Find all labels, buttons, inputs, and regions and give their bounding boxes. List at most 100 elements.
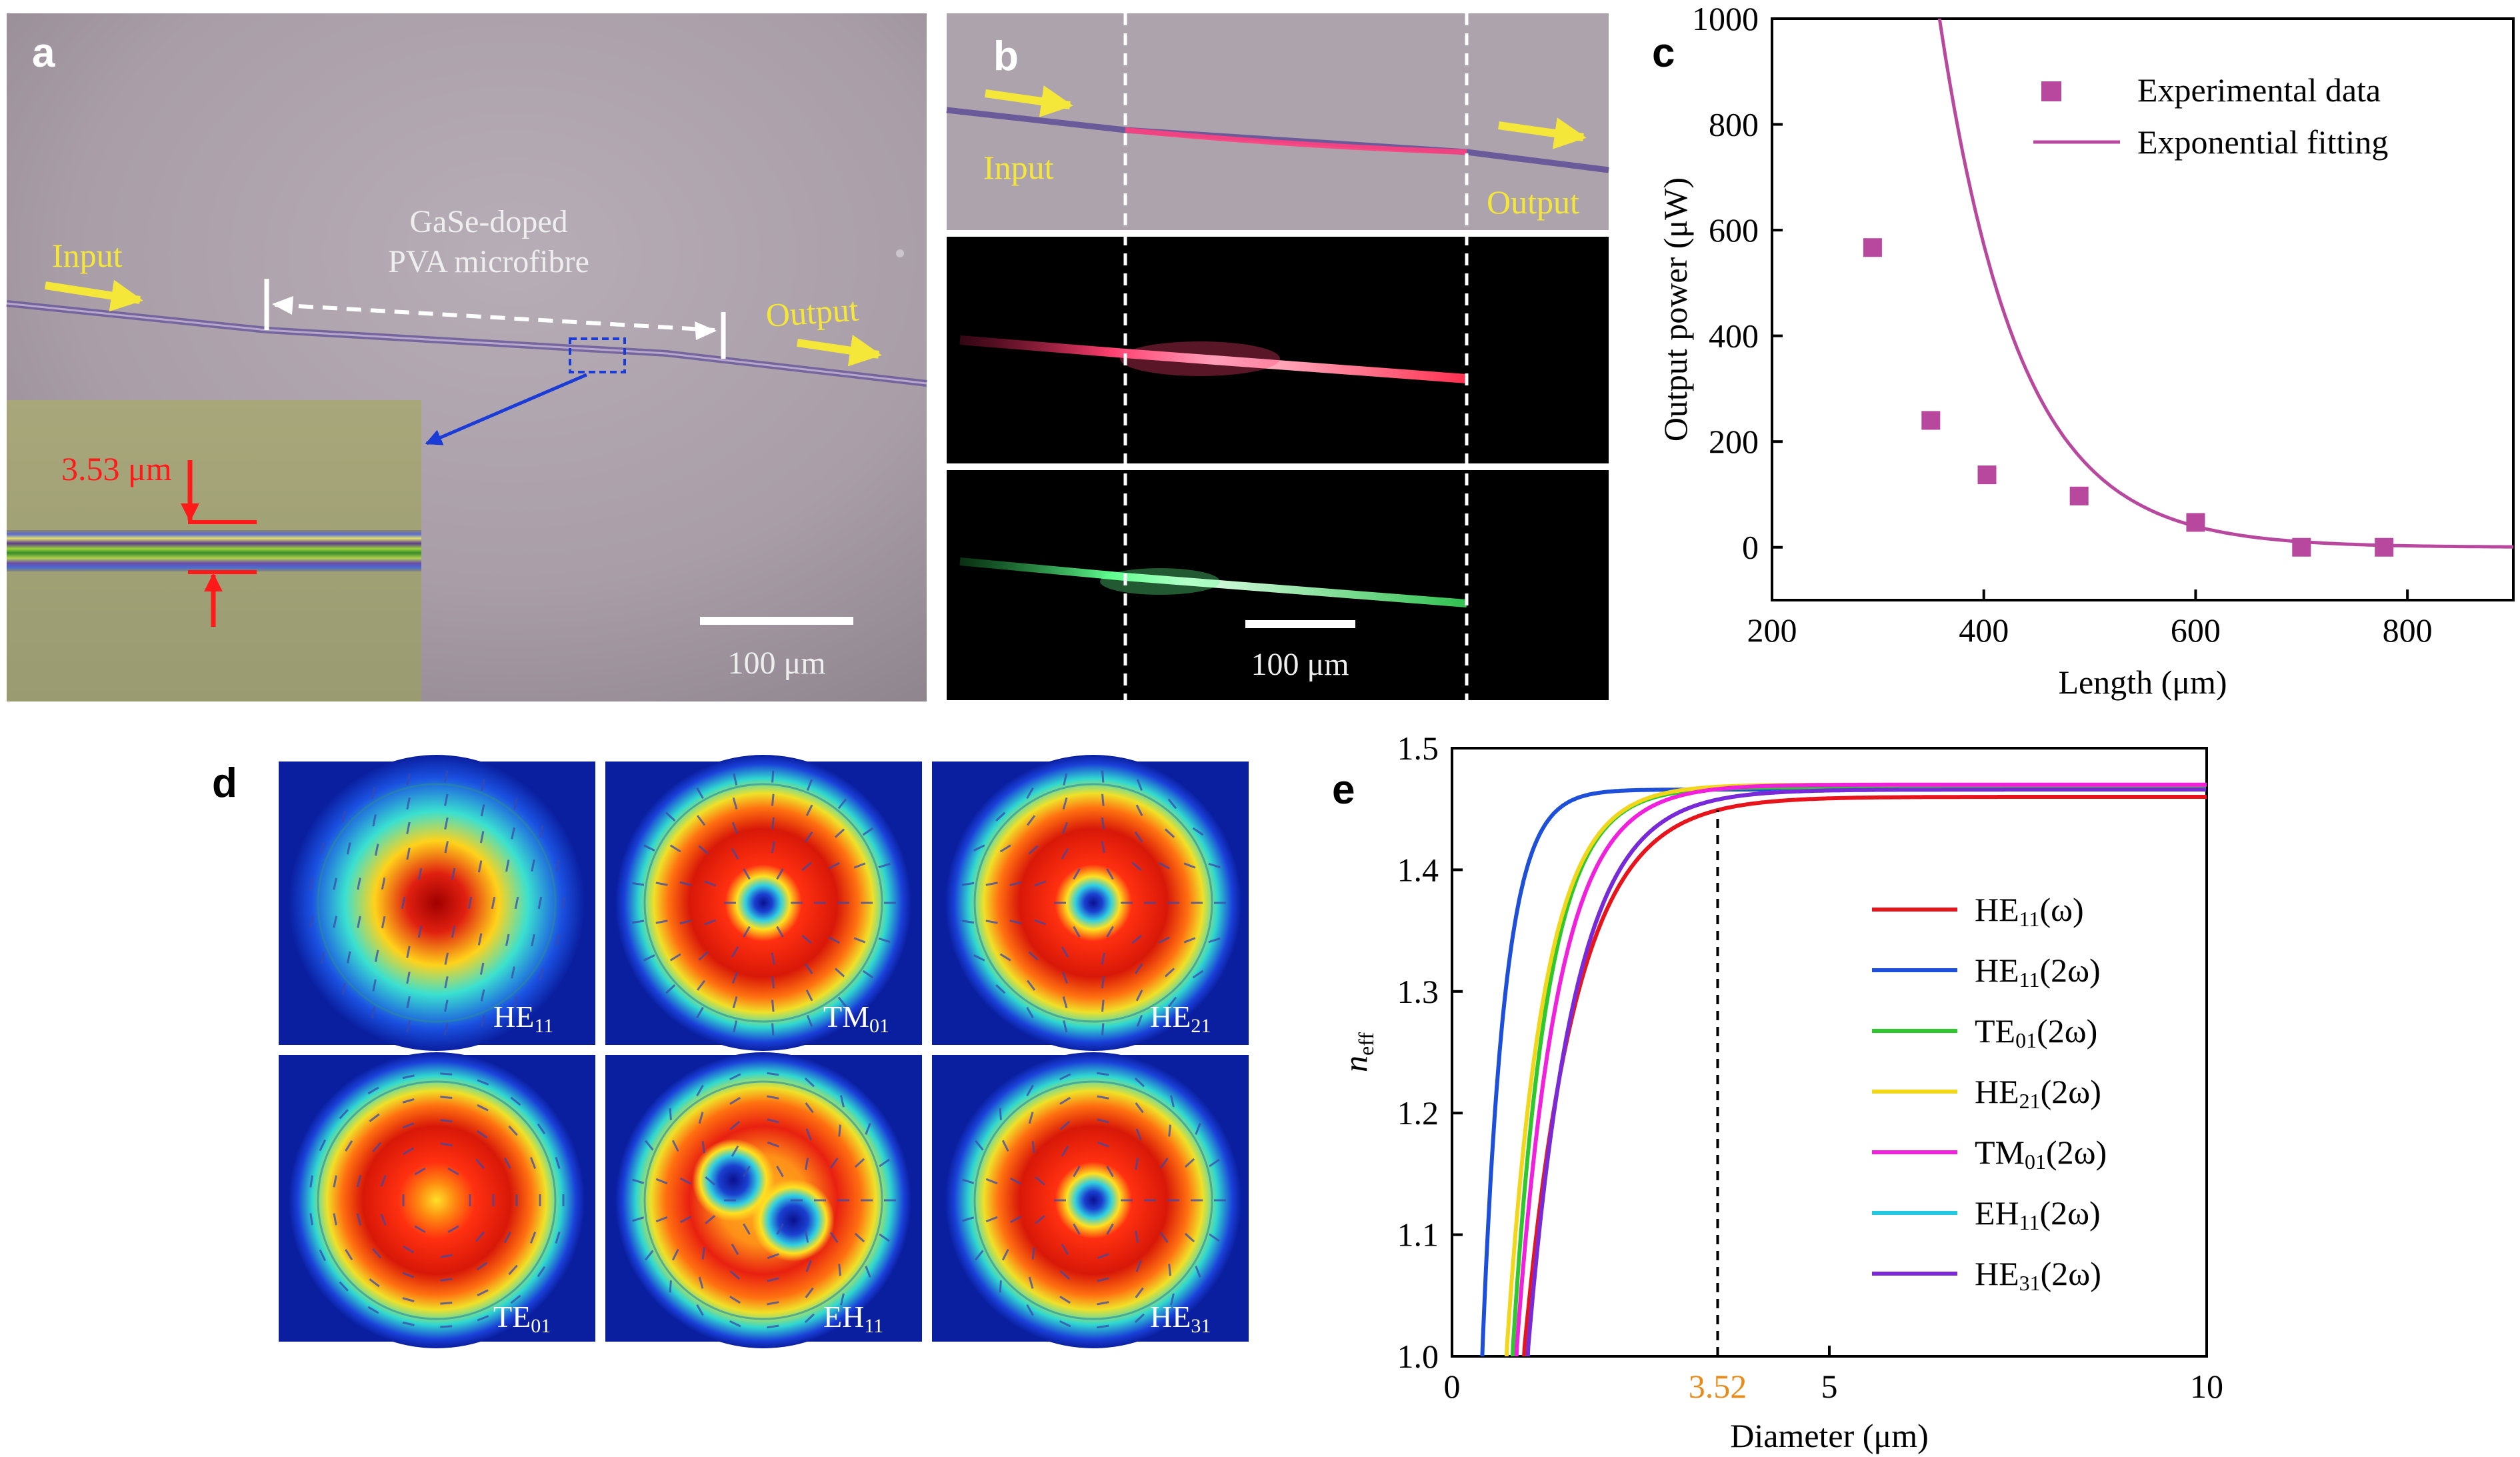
field-vector: [698, 951, 709, 961]
field-vector: [371, 787, 376, 800]
panel-b-letter: b: [993, 33, 1019, 79]
e-ytick-label: 1.5: [1397, 730, 1439, 767]
neff-curve: [1514, 782, 2207, 1356]
field-vector: [443, 1023, 449, 1036]
field-vector: [1136, 779, 1143, 792]
field-vector: [829, 1157, 839, 1169]
field-vector: [1158, 862, 1170, 870]
legend-label: TE01(2ω): [1975, 1012, 2097, 1052]
mode-label-he21: HE21: [1150, 1000, 1211, 1037]
field-vector: [839, 1293, 845, 1306]
field-vector: [804, 831, 813, 843]
field-vector: [1028, 845, 1039, 855]
field-vector: [1106, 868, 1114, 880]
field-vector: [743, 868, 751, 880]
field-vector: [345, 1249, 353, 1261]
field-vector: [320, 842, 325, 854]
c-xtick-label: 600: [2171, 611, 2221, 649]
field-vector: [655, 1216, 668, 1223]
field-vector: [537, 1123, 546, 1135]
field-vector: [698, 1112, 704, 1124]
field-vector: [804, 1077, 815, 1088]
field-vector: [1195, 1266, 1201, 1278]
field-vector: [402, 1321, 415, 1326]
field-vector: [1097, 1324, 1109, 1329]
field-vector: [1101, 817, 1105, 830]
field-vector: [417, 868, 423, 880]
field-vector: [1208, 862, 1221, 869]
field-vector: [555, 1156, 561, 1170]
field-vector: [1009, 1216, 1022, 1224]
field-vector: [1026, 1007, 1034, 1019]
field-vector: [555, 934, 560, 947]
field-vector: [669, 844, 681, 853]
field-vector: [475, 1231, 485, 1242]
field-vector: [561, 896, 566, 910]
field-vector: [705, 1215, 715, 1225]
output-label: Output: [765, 290, 860, 334]
mode-field-vectors: [309, 770, 1226, 1329]
field-vector: [776, 926, 784, 938]
e-ytick-label: 1.0: [1397, 1338, 1439, 1375]
field-vector: [631, 920, 645, 924]
field-vector: [372, 979, 377, 992]
field-vector: [380, 1174, 387, 1187]
scalebar-b-label: 100 μm: [1251, 647, 1349, 682]
panel-a-letter: a: [32, 30, 55, 76]
field-vector: [339, 1281, 349, 1292]
field-vector: [402, 1147, 415, 1156]
fibre-length-marker: [274, 303, 715, 332]
field-vector: [1135, 1260, 1142, 1272]
data-point: [2069, 486, 2089, 505]
field-vector: [655, 1178, 668, 1185]
field-vector: [731, 972, 739, 984]
field-vector: [406, 822, 411, 834]
field-vector: [961, 882, 975, 886]
c-ytick-label: 1000: [1692, 0, 1759, 37]
field-vector: [999, 1108, 1002, 1120]
scalebar-a-label: 100 μm: [727, 645, 825, 681]
field-vector: [1028, 1276, 1034, 1289]
field-vector: [402, 1074, 415, 1080]
field-vector: [732, 797, 738, 810]
field-vector: [854, 1232, 865, 1243]
field-vector: [440, 1096, 453, 1099]
data-point: [1863, 238, 1882, 257]
field-vector: [374, 950, 379, 962]
field-vector: [1073, 926, 1081, 938]
panel-c-frame: [1771, 17, 2515, 601]
input-arrow: [45, 279, 143, 312]
c-xtick-label: 200: [1747, 611, 1797, 649]
field-vector: [985, 882, 998, 886]
field-vector: [1135, 1230, 1139, 1243]
field-vector: [381, 916, 386, 929]
field-vector: [511, 827, 515, 840]
field-vector: [838, 1264, 841, 1276]
field-vector: [771, 952, 775, 965]
c-ytick-label: 200: [1709, 423, 1759, 460]
panel-c-ylabel: Output power (μW): [1657, 177, 1694, 441]
field-vector: [1134, 1313, 1145, 1324]
c-xtick-label: 800: [2383, 611, 2433, 649]
field-vector: [1167, 996, 1177, 1008]
field-vector: [805, 1158, 809, 1170]
panel-e-ticks: 0 5 10 3.52 1.0 1.1 1.2 1.3 1.4 1.5: [1397, 730, 2224, 1405]
field-vector: [767, 1253, 779, 1260]
field-vector: [402, 1297, 415, 1302]
field-vector: [679, 881, 692, 886]
field-vector: [1101, 1000, 1105, 1012]
legend-label: HE11(ω): [1975, 891, 2084, 931]
fibre-label-2: PVA microfibre: [388, 244, 589, 279]
field-vector: [1135, 990, 1143, 1002]
field-vector: [805, 1128, 812, 1141]
field-vector: [381, 877, 386, 890]
field-vector: [333, 916, 337, 928]
field-vector: [1059, 1320, 1071, 1328]
field-vector: [733, 773, 738, 786]
field-vector: [444, 817, 449, 830]
field-vector: [481, 1014, 485, 1027]
field-vector: [999, 953, 1011, 962]
field-vector: [356, 1175, 362, 1188]
field-vector: [767, 1324, 779, 1329]
field-vector: [319, 1249, 327, 1262]
